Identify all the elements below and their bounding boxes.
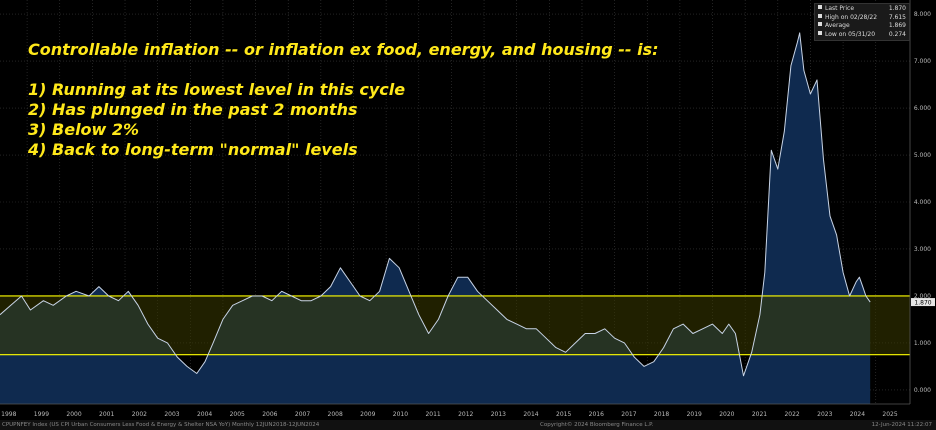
legend-swatch [818,5,822,9]
legend: Last Price 1.870 High on 02/28/22 7.615 … [814,3,910,41]
legend-swatch [818,30,822,35]
x-tick-label: 2004 [197,411,212,418]
last-price-tag: 1.870 [911,298,935,306]
footer-source: CPUPNFEY Index (US CPI Urban Consumers L… [2,422,320,428]
legend-label: High on 02/28/22 [825,13,878,21]
legend-row: High on 02/28/22 7.615 [818,13,906,23]
y-tick-label: 2.000 [914,293,931,300]
x-tick-label: 2016 [589,411,604,418]
footer-bar: CPUPNFEY Index (US CPI Urban Consumers L… [0,420,936,430]
x-tick-label: 2006 [262,411,277,418]
series-line [0,32,871,377]
legend-label: Average [825,22,850,30]
x-tick-label: 2008 [328,411,343,418]
legend-value: 1.870 [888,5,906,12]
x-tick-label: 2003 [164,411,179,418]
legend-row: Low on 05/31/20 0.274 [818,30,906,40]
last-price-label: 1.870 [914,299,931,306]
x-tick-label: 2005 [230,411,245,418]
headline-line: 4) Back to long-term "normal" levels [28,140,358,159]
y-tick-label: 1.000 [914,340,931,347]
legend-label: Low on 05/31/20 [825,30,876,38]
x-axis: 1998 1999 2000 2001 2002 2003 2004 2005 2006 2007… [0,403,910,418]
x-tick-label: 2001 [99,411,114,418]
footer-timestamp: 12-Jun-2024 11:22:07 [871,422,932,428]
y-tick-label: 5.000 [914,152,931,159]
headline-line: 1) Running at its lowest level in this c… [28,80,406,99]
x-tick-label: 2014 [523,411,538,418]
footer-copyright: Copyright© 2024 Bloomberg Finance L.P. [540,422,654,428]
x-tick-label: 2013 [491,411,506,418]
x-tick-label: 2010 [393,411,408,418]
legend-swatch [818,22,822,27]
y-axis: 0.000 1.000 2.000 3.000 4.000 5.000 6.000 7.000… [909,0,931,404]
y-tick-label: 8.000 [914,11,931,18]
reference-band [0,295,910,356]
x-tick-label: 2022 [784,411,799,418]
headline-line: Controllable inflation -- or inflation e… [28,40,659,59]
y-tick-label: 6.000 [914,105,931,112]
x-tick-label: 2000 [66,411,81,418]
x-tick-label: 2019 [687,411,702,418]
headline-line: 2) Has plunged in the past 2 months [28,100,358,119]
legend-value: 1.869 [888,22,906,30]
x-tick-label: 2015 [556,411,571,418]
x-tick-label: 2012 [458,411,473,418]
legend-row: Average 1.869 [818,22,906,31]
legend-value: 7.615 [888,13,906,21]
legend-swatch [818,13,822,18]
reference-band-fill [0,295,910,355]
x-tick-label: 2024 [850,411,865,418]
headline-line: 3) Below 2% [28,120,140,139]
y-tick-label: 0.000 [914,387,931,394]
x-tick-label: 2011 [425,411,440,418]
y-tick-label: 4.000 [914,199,931,206]
last-price-box [911,298,935,307]
headline-annotation: Controllable inflation -- or inflation e… [28,40,659,160]
x-tick-label: 2017 [621,411,636,418]
x-tick-label: 2023 [817,411,832,418]
legend-value: 0.274 [888,30,906,38]
series-line-path [0,32,871,377]
headline-line [28,60,659,80]
x-tick-label: 2002 [132,411,147,418]
legend-label: Last Price [825,5,855,12]
x-tick-label: 2025 [882,411,897,418]
x-tick-label: 2018 [654,411,669,418]
x-tick-label: 2007 [295,411,310,418]
x-tick-label: 2020 [719,411,734,418]
x-tick-label: 1998 [1,411,16,418]
y-tick-label: 7.000 [914,58,931,65]
y-tick-label: 3.000 [914,246,931,253]
x-tick-label: 2009 [360,411,375,418]
x-tick-label: 1999 [34,411,49,418]
legend-row: Last Price 1.870 [818,5,906,14]
x-tick-label: 2021 [752,411,767,418]
